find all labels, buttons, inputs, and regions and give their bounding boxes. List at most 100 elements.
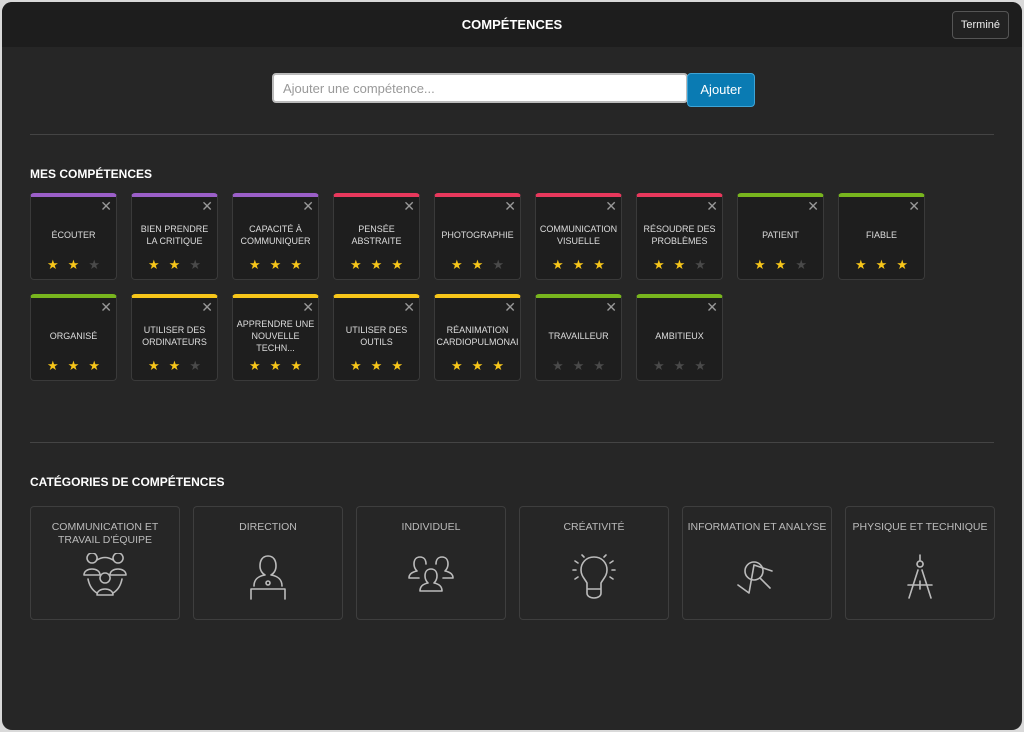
skill-card[interactable]: ✕ RÉANIMATION CARDIOPULMONAI ★★★ <box>434 294 521 381</box>
star-icon[interactable]: ★ <box>391 358 412 373</box>
star-rating[interactable]: ★★★ <box>637 358 722 374</box>
category-card[interactable]: INDIVIDUEL <box>356 506 506 620</box>
close-icon[interactable]: ✕ <box>504 198 516 214</box>
star-rating[interactable]: ★★★ <box>132 257 217 273</box>
star-rating[interactable]: ★★★ <box>637 257 722 273</box>
close-icon[interactable]: ✕ <box>908 198 920 214</box>
star-icon[interactable]: ★ <box>290 358 311 373</box>
skill-card[interactable]: ✕ PENSÉE ABSTRAITE ★★★ <box>333 193 420 280</box>
star-icon[interactable]: ★ <box>290 257 311 272</box>
star-icon[interactable]: ★ <box>269 358 291 373</box>
star-rating[interactable]: ★★★ <box>839 257 924 273</box>
star-icon[interactable]: ★ <box>694 358 715 373</box>
close-icon[interactable]: ✕ <box>201 198 213 214</box>
star-rating[interactable]: ★★★ <box>132 358 217 374</box>
star-icon[interactable]: ★ <box>855 257 876 272</box>
star-icon[interactable]: ★ <box>168 358 190 373</box>
close-icon[interactable]: ✕ <box>706 299 718 315</box>
star-icon[interactable]: ★ <box>572 257 594 272</box>
close-icon[interactable]: ✕ <box>302 198 314 214</box>
star-rating[interactable]: ★★★ <box>536 257 621 273</box>
star-icon[interactable]: ★ <box>673 358 695 373</box>
star-icon[interactable]: ★ <box>370 257 392 272</box>
close-icon[interactable]: ✕ <box>100 299 112 315</box>
star-icon[interactable]: ★ <box>47 358 68 373</box>
close-icon[interactable]: ✕ <box>605 299 617 315</box>
star-icon[interactable]: ★ <box>67 257 89 272</box>
skill-card[interactable]: ✕ PATIENT ★★★ <box>737 193 824 280</box>
star-icon[interactable]: ★ <box>148 257 169 272</box>
star-icon[interactable]: ★ <box>47 257 68 272</box>
star-icon[interactable]: ★ <box>451 358 472 373</box>
skill-card[interactable]: ✕ AMBITIEUX ★★★ <box>636 294 723 381</box>
star-icon[interactable]: ★ <box>249 257 270 272</box>
skill-card[interactable]: ✕ ÉCOUTER ★★★ <box>30 193 117 280</box>
close-icon[interactable]: ✕ <box>403 198 415 214</box>
skill-card[interactable]: ✕ FIABLE ★★★ <box>838 193 925 280</box>
skill-card[interactable]: ✕ CAPACITÉ À COMMUNIQUER ★★★ <box>232 193 319 280</box>
star-rating[interactable]: ★★★ <box>435 257 520 273</box>
close-icon[interactable]: ✕ <box>302 299 314 315</box>
star-icon[interactable]: ★ <box>492 358 513 373</box>
category-card[interactable]: COMMUNICATION ET TRAVAIL D'ÉQUIPE <box>30 506 180 620</box>
star-icon[interactable]: ★ <box>653 257 674 272</box>
star-icon[interactable]: ★ <box>754 257 775 272</box>
category-card[interactable]: PHYSIQUE ET TECHNIQUE <box>845 506 995 620</box>
star-rating[interactable]: ★★★ <box>233 257 318 273</box>
star-icon[interactable]: ★ <box>350 257 371 272</box>
star-icon[interactable]: ★ <box>552 358 573 373</box>
star-rating[interactable]: ★★★ <box>334 257 419 273</box>
star-icon[interactable]: ★ <box>67 358 89 373</box>
star-icon[interactable]: ★ <box>593 358 614 373</box>
close-icon[interactable]: ✕ <box>100 198 112 214</box>
star-icon[interactable]: ★ <box>774 257 796 272</box>
skill-card[interactable]: ✕ COMMUNICATION VISUELLE ★★★ <box>535 193 622 280</box>
skill-card[interactable]: ✕ BIEN PRENDRE LA CRITIQUE ★★★ <box>131 193 218 280</box>
close-icon[interactable]: ✕ <box>504 299 516 315</box>
skill-card[interactable]: ✕ APPRENDRE UNE NOUVELLE TECHN... ★★★ <box>232 294 319 381</box>
skill-card[interactable]: ✕ RÉSOUDRE DES PROBLÈMES ★★★ <box>636 193 723 280</box>
close-icon[interactable]: ✕ <box>807 198 819 214</box>
star-icon[interactable]: ★ <box>350 358 371 373</box>
star-icon[interactable]: ★ <box>875 257 897 272</box>
star-rating[interactable]: ★★★ <box>738 257 823 273</box>
star-icon[interactable]: ★ <box>269 257 291 272</box>
star-icon[interactable]: ★ <box>88 257 109 272</box>
add-skill-input[interactable] <box>272 73 688 103</box>
skill-card[interactable]: ✕ PHOTOGRAPHIE ★★★ <box>434 193 521 280</box>
star-icon[interactable]: ★ <box>249 358 270 373</box>
category-card[interactable]: DIRECTION <box>193 506 343 620</box>
skill-card[interactable]: ✕ ORGANISÉ ★★★ <box>30 294 117 381</box>
star-icon[interactable]: ★ <box>451 257 472 272</box>
star-icon[interactable]: ★ <box>673 257 695 272</box>
star-icon[interactable]: ★ <box>189 358 210 373</box>
star-icon[interactable]: ★ <box>370 358 392 373</box>
star-icon[interactable]: ★ <box>88 358 109 373</box>
close-icon[interactable]: ✕ <box>403 299 415 315</box>
star-rating[interactable]: ★★★ <box>31 257 116 273</box>
star-icon[interactable]: ★ <box>471 257 493 272</box>
skill-card[interactable]: ✕ UTILISER DES ORDINATEURS ★★★ <box>131 294 218 381</box>
star-icon[interactable]: ★ <box>391 257 412 272</box>
skill-card[interactable]: ✕ UTILISER DES OUTILS ★★★ <box>333 294 420 381</box>
close-icon[interactable]: ✕ <box>201 299 213 315</box>
star-icon[interactable]: ★ <box>572 358 594 373</box>
star-icon[interactable]: ★ <box>471 358 493 373</box>
close-icon[interactable]: ✕ <box>706 198 718 214</box>
star-icon[interactable]: ★ <box>168 257 190 272</box>
star-icon[interactable]: ★ <box>593 257 614 272</box>
category-card[interactable]: INFORMATION ET ANALYSE <box>682 506 832 620</box>
star-rating[interactable]: ★★★ <box>435 358 520 374</box>
star-rating[interactable]: ★★★ <box>334 358 419 374</box>
star-rating[interactable]: ★★★ <box>536 358 621 374</box>
star-icon[interactable]: ★ <box>653 358 674 373</box>
star-icon[interactable]: ★ <box>552 257 573 272</box>
star-icon[interactable]: ★ <box>492 257 513 272</box>
category-card[interactable]: CRÉATIVITÉ <box>519 506 669 620</box>
close-icon[interactable]: ✕ <box>605 198 617 214</box>
star-icon[interactable]: ★ <box>148 358 169 373</box>
star-rating[interactable]: ★★★ <box>233 358 318 374</box>
skill-card[interactable]: ✕ TRAVAILLEUR ★★★ <box>535 294 622 381</box>
star-icon[interactable]: ★ <box>189 257 210 272</box>
star-icon[interactable]: ★ <box>694 257 715 272</box>
